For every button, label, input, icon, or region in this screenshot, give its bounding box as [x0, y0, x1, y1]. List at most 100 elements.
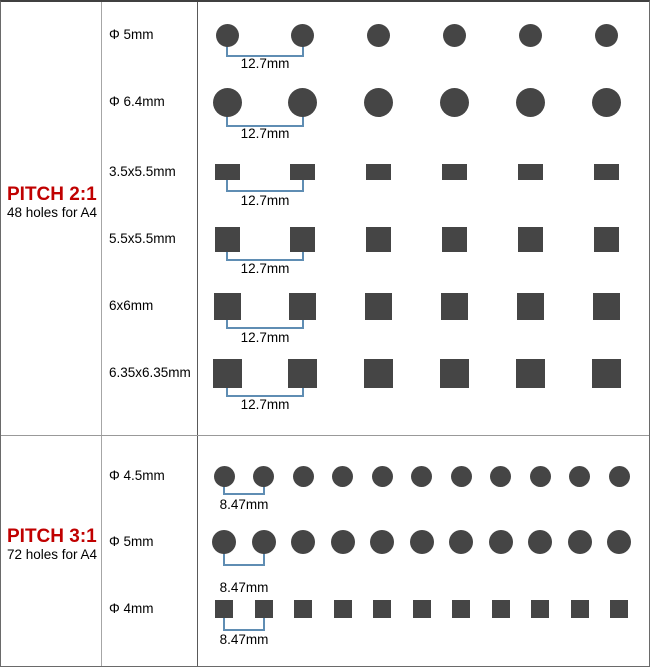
hole-square [215, 600, 233, 618]
hole-size-label: Φ 4.5mm [109, 468, 165, 483]
hole-circle [331, 530, 355, 554]
hole-size-label: 6.35x6.35mm [109, 365, 191, 380]
hole-circle [216, 24, 239, 47]
dimension-tick [223, 609, 225, 631]
dimension-label: 12.7mm [240, 126, 290, 141]
hole-square [440, 359, 469, 388]
dimension-tick [262, 609, 265, 631]
dimension-label: 8.47mm [219, 497, 269, 512]
dimension-line [226, 327, 304, 329]
hole-circle [214, 466, 235, 487]
hole-circle [332, 466, 353, 487]
hole-square [516, 359, 545, 388]
dimension-label: 12.7mm [240, 193, 290, 208]
hole-square [413, 600, 431, 618]
hole-circle [213, 88, 242, 117]
hole-square [592, 359, 621, 388]
hole-square [365, 293, 392, 320]
hole-circle [519, 24, 542, 47]
hole-circle [595, 24, 618, 47]
hole-square [215, 164, 240, 180]
pitch-3-1-subtitle: 72 holes for A4 [7, 547, 98, 562]
hole-square [294, 600, 312, 618]
hole-circle [367, 24, 390, 47]
hole-circle [252, 530, 276, 554]
hole-size-label: Φ 4mm [109, 601, 154, 616]
hole-square [518, 164, 543, 180]
dimension-label: 12.7mm [240, 56, 290, 71]
hole-circle [568, 530, 592, 554]
dimension-tick [262, 542, 265, 566]
hole-circle [293, 466, 314, 487]
hole-size-label: 3.5x5.5mm [109, 164, 176, 179]
hole-circle [443, 24, 466, 47]
hole-square [289, 293, 316, 320]
column-divider-left [101, 2, 102, 666]
hole-square [593, 293, 620, 320]
dimension-tick [301, 172, 304, 192]
dimension-line [226, 395, 304, 397]
hole-square [366, 164, 391, 180]
hole-circle [528, 530, 552, 554]
hole-square [594, 227, 619, 252]
dimension-line [226, 259, 304, 261]
dimension-line [226, 190, 304, 192]
hole-square [255, 600, 273, 618]
hole-circle [370, 530, 394, 554]
hole-square [594, 164, 619, 180]
section-divider [1, 435, 649, 436]
hole-square [288, 359, 317, 388]
pitch-3-1-title: PITCH 3:1 [7, 526, 97, 547]
hole-circle [291, 24, 314, 47]
hole-square [518, 227, 543, 252]
hole-circle [440, 88, 469, 117]
hole-square [610, 600, 628, 618]
dimension-label: 8.47mm [219, 632, 269, 647]
dimension-line [223, 493, 265, 495]
dimension-label: 12.7mm [240, 330, 290, 345]
hole-square [452, 600, 470, 618]
hole-square [442, 227, 467, 252]
hole-size-label: Φ 6.4mm [109, 94, 165, 109]
hole-circle [569, 466, 590, 487]
hole-circle [592, 88, 621, 117]
dimension-label: 12.7mm [240, 261, 290, 276]
hole-square [214, 293, 241, 320]
hole-square [492, 600, 510, 618]
hole-circle [253, 466, 274, 487]
hole-square [290, 227, 315, 252]
column-divider-right [197, 2, 198, 666]
pitch-3-1-block: PITCH 3:1 72 holes for A4 [7, 526, 99, 563]
hole-circle [291, 530, 315, 554]
hole-circle [607, 530, 631, 554]
hole-circle [372, 466, 393, 487]
hole-circle [449, 530, 473, 554]
hole-size-label: Φ 5mm [109, 534, 154, 549]
hole-square [334, 600, 352, 618]
hole-circle [516, 88, 545, 117]
dimension-tick [223, 542, 225, 566]
hole-square [531, 600, 549, 618]
hole-square [442, 164, 467, 180]
hole-square [364, 359, 393, 388]
hole-square [215, 227, 240, 252]
dimension-line [223, 564, 265, 566]
hole-circle [364, 88, 393, 117]
hole-square [517, 293, 544, 320]
pitch-2-1-subtitle: 48 holes for A4 [7, 205, 98, 220]
hole-size-label: 6x6mm [109, 298, 154, 313]
hole-square [373, 600, 391, 618]
hole-circle [411, 466, 432, 487]
hole-circle [410, 530, 434, 554]
dimension-label: 8.47mm [219, 580, 269, 595]
dimension-tick [226, 172, 228, 192]
hole-size-label: 5.5x5.5mm [109, 231, 176, 246]
hole-square [290, 164, 315, 180]
dimension-line [223, 629, 265, 631]
dimension-label: 12.7mm [240, 397, 290, 412]
pitch-2-1-block: PITCH 2:1 48 holes for A4 [7, 185, 99, 221]
hole-square [366, 227, 391, 252]
dimension-line [226, 125, 304, 127]
hole-square [441, 293, 468, 320]
